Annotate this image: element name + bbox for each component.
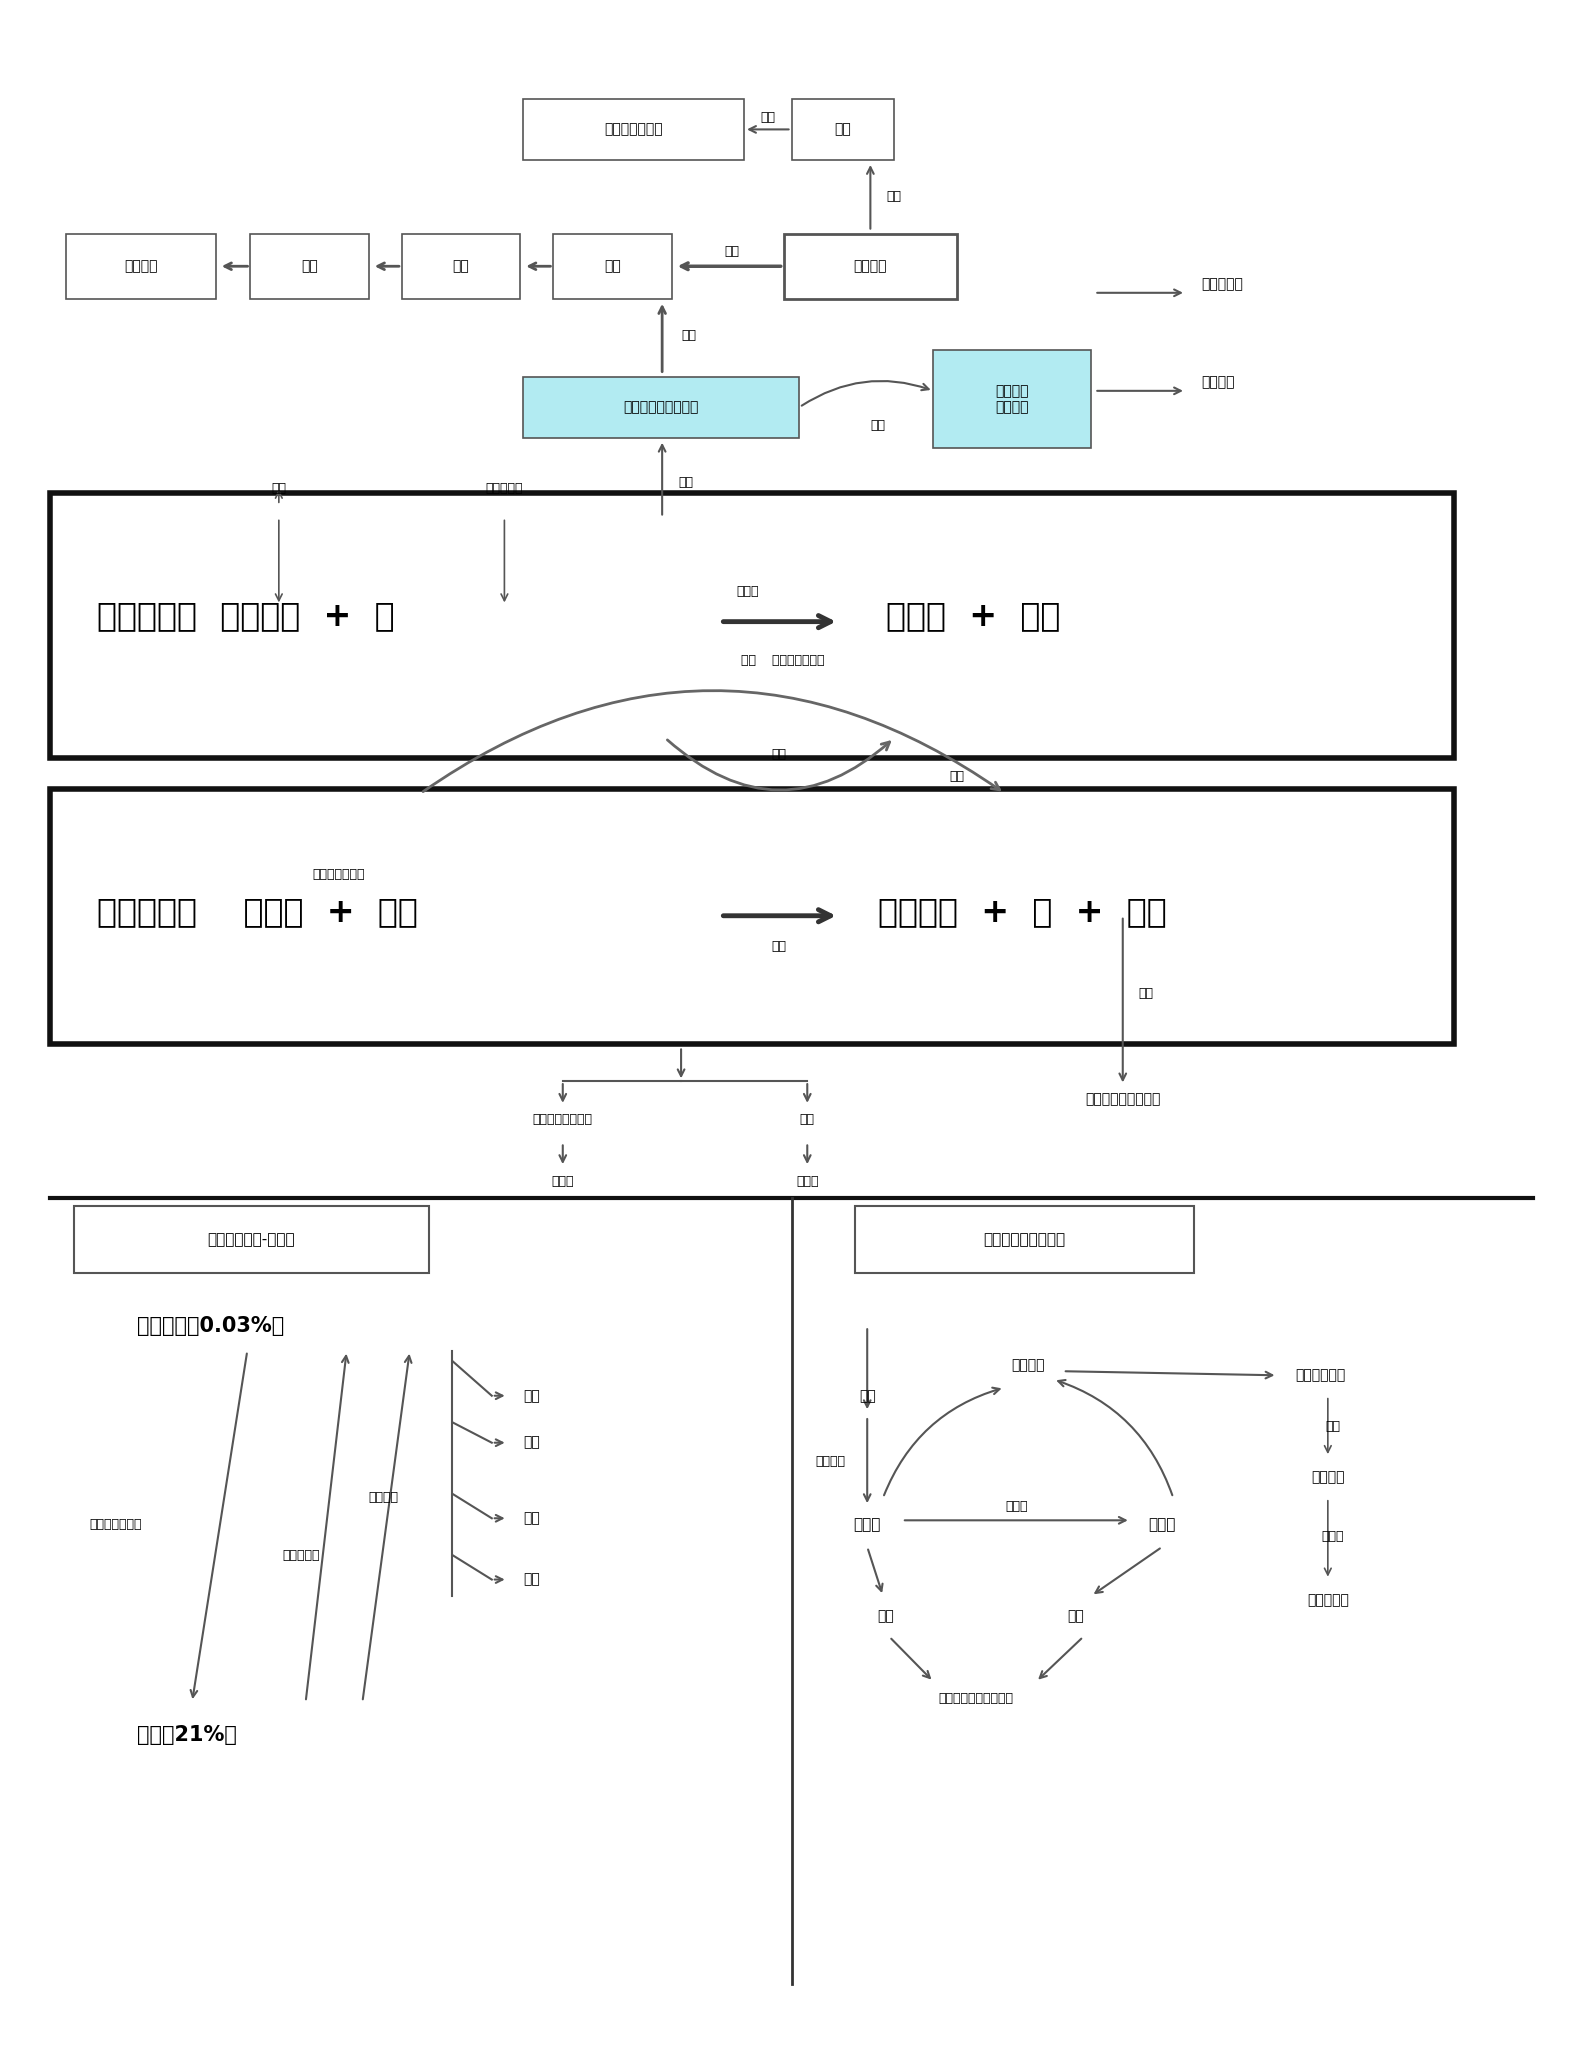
Text: 呼吸作用: 呼吸作用 (369, 1491, 399, 1505)
FancyBboxPatch shape (855, 1206, 1194, 1274)
Text: 供给: 供给 (760, 111, 776, 123)
Text: 食物链: 食物链 (1005, 1499, 1029, 1513)
Text: （储存化学能）: （储存化学能） (312, 868, 364, 881)
Text: 散失到: 散失到 (1322, 1530, 1344, 1542)
Text: 构建生物体: 构建生物体 (1201, 279, 1244, 291)
Text: 细胞: 细胞 (605, 260, 621, 272)
Text: 真菌: 真菌 (524, 1573, 540, 1587)
Text: 生物圈中
其他生物: 生物圈中 其他生物 (996, 383, 1029, 414)
Text: 植物个体: 植物个体 (123, 260, 158, 272)
Text: 遗体: 遗体 (877, 1610, 894, 1624)
Text: 细胞生命活动: 细胞生命活动 (1295, 1368, 1346, 1382)
Text: 器官: 器官 (301, 260, 318, 272)
FancyBboxPatch shape (51, 788, 1455, 1044)
Text: 释放出来: 释放出来 (1311, 1470, 1344, 1485)
Text: 能量: 能量 (834, 123, 852, 137)
Text: 气孔: 气孔 (271, 483, 287, 496)
Text: 光合作用: 光合作用 (815, 1454, 845, 1468)
FancyBboxPatch shape (66, 233, 215, 299)
Text: 细胞的各项生命活动: 细胞的各项生命活动 (1084, 1092, 1160, 1106)
Text: 细菌: 细菌 (524, 1511, 540, 1526)
Text: 提供能量: 提供能量 (1201, 375, 1235, 389)
Text: 遗体: 遗体 (1067, 1610, 1084, 1624)
Text: 植物体: 植物体 (853, 1518, 880, 1532)
Text: 细胞的生命活动: 细胞的生命活动 (605, 123, 663, 137)
FancyBboxPatch shape (554, 233, 671, 299)
Text: 植物: 植物 (524, 1389, 540, 1403)
FancyBboxPatch shape (524, 377, 799, 438)
Text: 有机物  +  氧气: 有机物 + 氧气 (886, 598, 1061, 633)
Text: 养育: 养育 (871, 420, 886, 432)
Text: 氧气（21%）: 氧气（21%） (136, 1724, 237, 1745)
Text: 细菌: 细菌 (799, 1114, 815, 1126)
Text: 动物: 动物 (524, 1436, 540, 1450)
Text: 二氧化碳  +  水  +  能量: 二氧化碳 + 水 + 能量 (879, 895, 1167, 928)
Text: 根尖成熟区: 根尖成熟区 (486, 483, 522, 496)
FancyBboxPatch shape (792, 98, 894, 160)
Text: 外界环境中: 外界环境中 (1308, 1593, 1349, 1608)
Text: 光能    （储存化学能）: 光能 （储存化学能） (741, 653, 825, 668)
Text: 叶绿体: 叶绿体 (736, 584, 758, 598)
Text: 释放: 释放 (950, 770, 964, 784)
Text: 组织: 组织 (453, 260, 470, 272)
Text: 细胞膜: 细胞膜 (796, 1176, 818, 1188)
Text: 释放: 释放 (886, 190, 901, 203)
Text: 筛管: 筛管 (678, 477, 693, 489)
Text: 供给: 供给 (1325, 1419, 1341, 1434)
Text: 生物圈中的能量流动: 生物圈中的能量流动 (983, 1233, 1065, 1247)
FancyBboxPatch shape (74, 1206, 429, 1274)
Text: 燃料的燃烧: 燃料的燃烧 (282, 1548, 320, 1561)
Text: 二氧化碳（0.03%）: 二氧化碳（0.03%） (136, 1317, 283, 1335)
FancyBboxPatch shape (934, 350, 1091, 449)
Text: 动物体: 动物体 (1149, 1518, 1176, 1532)
Text: 植物、动物、真菌: 植物、动物、真菌 (533, 1114, 592, 1126)
Text: 细菌和真菌的呼吸作用: 细菌和真菌的呼吸作用 (939, 1692, 1013, 1704)
Text: 植物的光合作用: 植物的光合作用 (90, 1518, 142, 1532)
Text: 光合作用：  二氧化碳  +  水: 光合作用： 二氧化碳 + 水 (98, 598, 396, 633)
Text: 呼吸作用: 呼吸作用 (1012, 1358, 1045, 1372)
FancyBboxPatch shape (402, 233, 521, 299)
Text: 呼吸作用: 呼吸作用 (853, 260, 886, 272)
FancyBboxPatch shape (250, 233, 369, 299)
Text: 线粒体: 线粒体 (551, 1176, 575, 1188)
Text: 光能: 光能 (860, 1389, 875, 1403)
FancyBboxPatch shape (51, 494, 1455, 758)
FancyBboxPatch shape (524, 98, 744, 160)
Text: 转化: 转化 (771, 748, 787, 762)
Text: 场所: 场所 (771, 940, 787, 952)
Text: 用于: 用于 (1138, 987, 1154, 999)
Text: 构建: 构建 (723, 246, 739, 258)
FancyBboxPatch shape (784, 233, 958, 299)
Text: 呼吸作用：    有机物  +  氧气: 呼吸作用： 有机物 + 氧气 (98, 895, 418, 928)
Text: 参与: 参与 (681, 330, 697, 342)
Text: 生物圈中的碳-氧平衡: 生物圈中的碳-氧平衡 (207, 1233, 294, 1247)
Text: 运往植物体各处细胞: 运往植物体各处细胞 (624, 399, 700, 414)
